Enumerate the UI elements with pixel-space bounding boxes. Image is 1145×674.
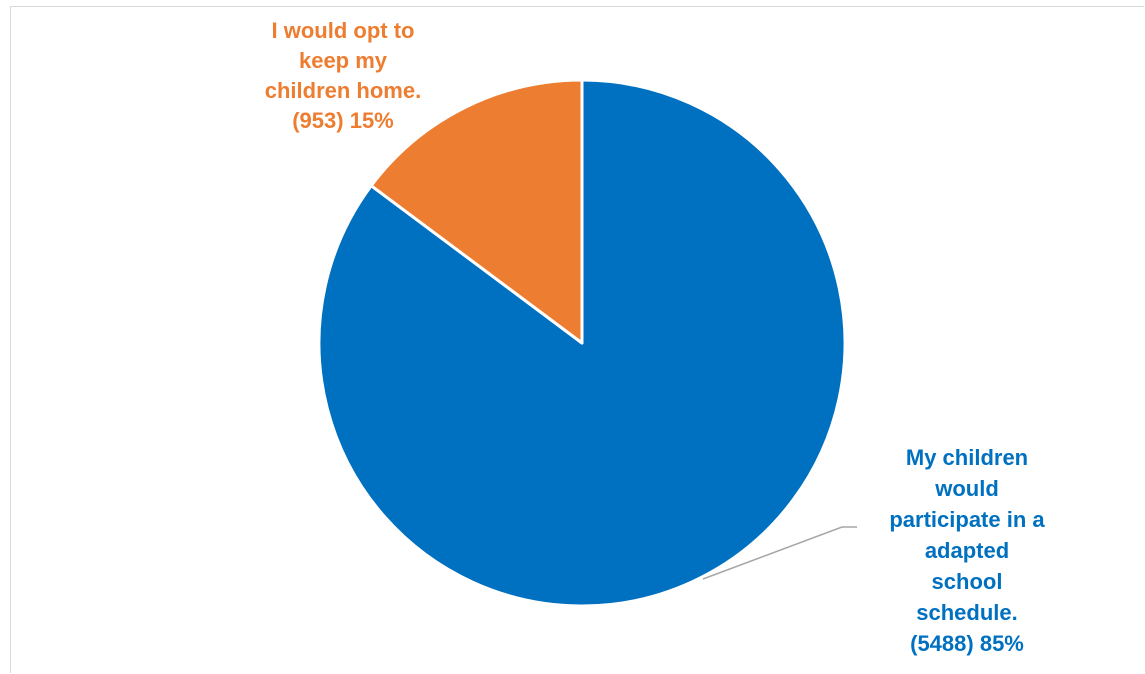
slice-label-line: participate in a — [889, 507, 1045, 532]
pie-slices — [317, 78, 847, 608]
slice-label-adapted-schedule: My children would participate in a adapted s… — [889, 445, 1045, 656]
slice-label-line: I would opt to — [272, 18, 415, 43]
slice-label-line: school — [932, 569, 1003, 594]
slice-labels: My children would participate in a adapted s… — [265, 18, 1046, 656]
slice-label-line: (5488) 85% — [910, 631, 1024, 656]
slice-label-line: adapted — [925, 538, 1009, 563]
slice-label-line: My children — [906, 445, 1028, 470]
label-leader-line — [702, 526, 857, 580]
slice-label-line: children home. — [265, 78, 421, 103]
slice-label-line: schedule. — [916, 600, 1017, 625]
pie-slice-keep-home — [369, 78, 584, 345]
slice-label-keep-home: I would opt to keep my children home. (953)… — [265, 18, 421, 133]
chart-frame — [10, 6, 1144, 673]
slice-label-line: would — [934, 476, 999, 501]
slice-label-line: (953) 15% — [292, 108, 394, 133]
slice-label-line: keep my — [299, 48, 388, 73]
